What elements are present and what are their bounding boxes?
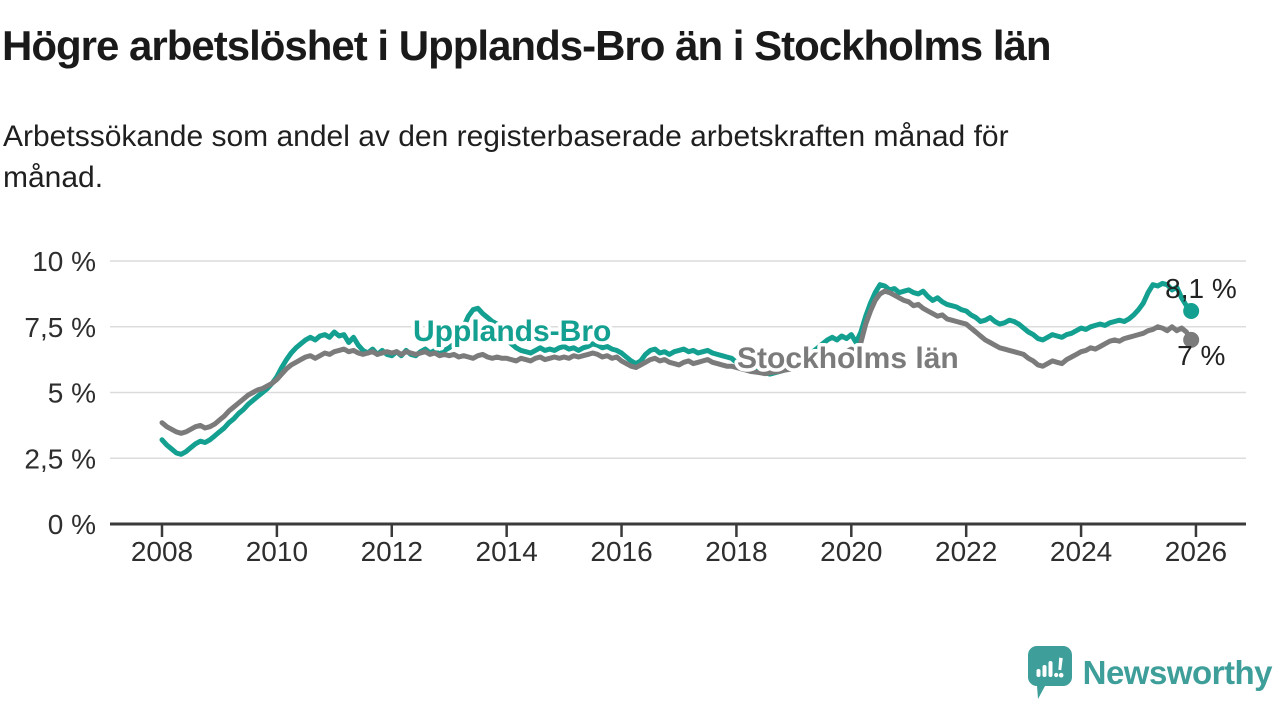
x-tick-label: 2020	[820, 536, 882, 567]
series-end-value-label: 7 %	[1177, 340, 1225, 371]
x-tick-label: 2018	[705, 536, 767, 567]
x-tick-label: 2012	[361, 536, 423, 567]
series-line	[159, 280, 1194, 457]
newsworthy-bubble-chart-icon	[1027, 646, 1072, 699]
series-line	[159, 288, 1194, 436]
y-axis: 0 % 2,5 % 5 % 7,5 % 10 %	[24, 246, 96, 540]
y-tick-label: 5 %	[48, 378, 96, 409]
chart-subtitle: Arbetssökande som andel av den registerb…	[3, 120, 1009, 195]
series-end-value-label: 8,1 %	[1165, 273, 1237, 304]
x-tick-label: 2010	[246, 536, 308, 567]
series-stockholms-l-n: Stockholms län 7 %	[159, 288, 1225, 436]
series-label: Stockholms län	[737, 342, 959, 375]
y-tick-label: 2,5 %	[24, 443, 96, 474]
x-tick-label: 2016	[590, 536, 652, 567]
y-tick-label: 7,5 %	[24, 312, 96, 343]
series-label: Upplands-Bro	[413, 315, 611, 348]
x-tick-label: 2026	[1165, 536, 1227, 567]
series-upplands-bro: Upplands-Bro 8,1 %	[159, 273, 1237, 457]
x-axis: 2008 2010 2012 2014 2016 2018 2020 2022 2024 2026	[110, 522, 1246, 567]
newsworthy-logo-text: Newsworthy	[1082, 654, 1273, 691]
gridlines	[110, 260, 1246, 459]
series-end-dot	[1183, 302, 1200, 319]
chart-title: Högre arbetslöshet i Upplands-Bro än i S…	[2, 22, 1052, 69]
series-end-dot	[1183, 331, 1200, 348]
x-tick-label: 2014	[476, 536, 538, 567]
y-tick-label: 10 %	[32, 246, 96, 277]
x-tick-label: 2022	[935, 536, 997, 567]
x-tick-label: 2024	[1050, 536, 1112, 567]
y-tick-label: 0 %	[48, 509, 96, 540]
newsworthy-logo: Newsworthy	[1027, 646, 1273, 700]
x-tick-label: 2008	[131, 536, 193, 567]
